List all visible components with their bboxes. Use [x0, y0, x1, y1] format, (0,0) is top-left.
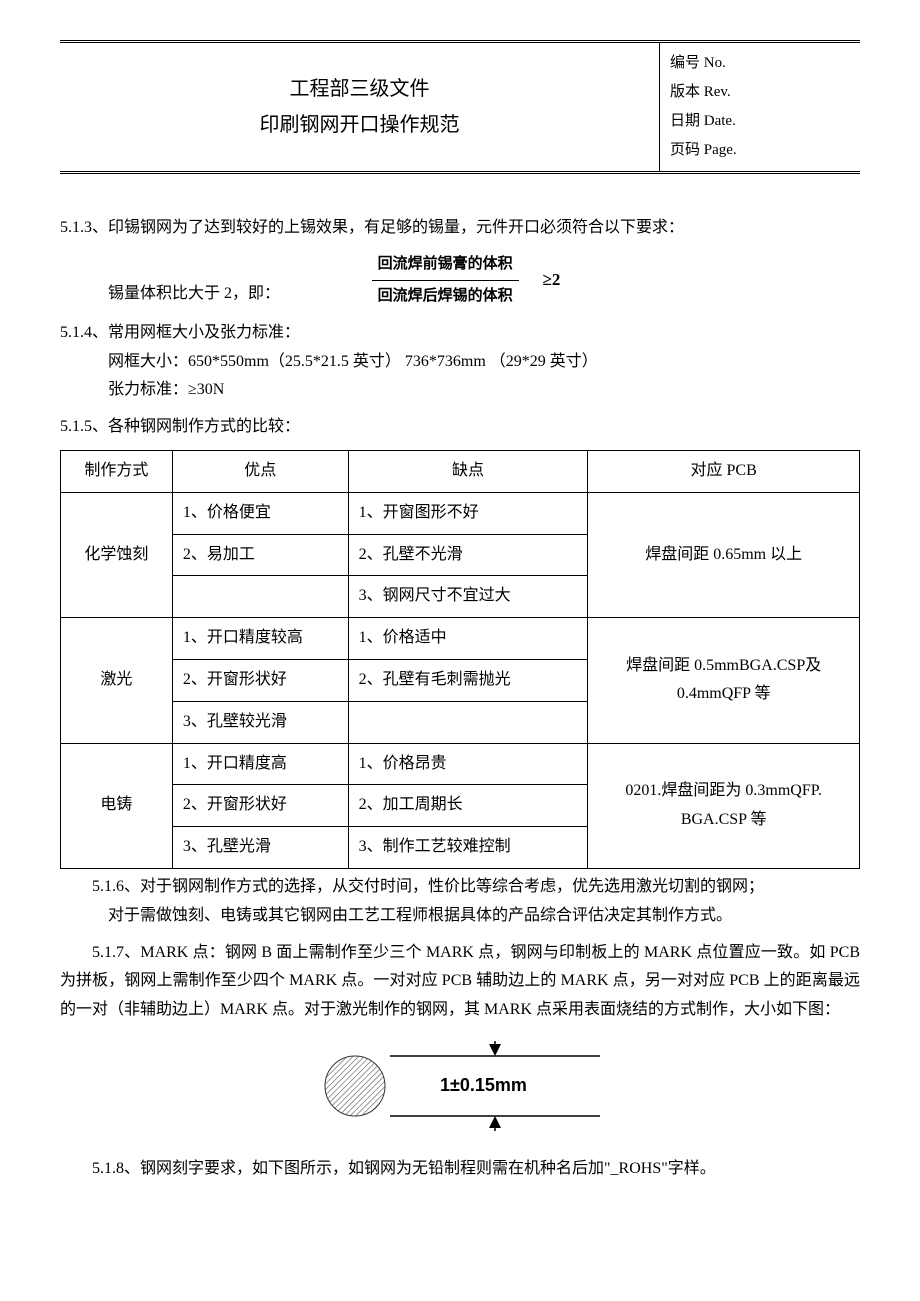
s516-line1: 5.1.6、对于钢网制作方式的选择，从交付时间，性价比等综合考虑，优先选用激光切… — [60, 873, 860, 902]
section-514: 5.1.4、常用网框大小及张力标准： 网框大小：650*550mm（25.5*2… — [60, 319, 860, 405]
fraction-denominator: 回流焊后焊锡的体积 — [372, 280, 519, 310]
header-title-line1: 工程部三级文件 — [60, 71, 659, 107]
section-516: 5.1.6、对于钢网制作方式的选择，从交付时间，性价比等综合考虑，优先选用激光切… — [60, 873, 860, 931]
cell-pcb: 焊盘间距 0.65mm 以上 — [588, 492, 860, 617]
section-517: 5.1.7、MARK 点：钢网 B 面上需制作至少三个 MARK 点，钢网与印制… — [60, 939, 860, 1025]
cell-pro: 2、开窗形状好 — [172, 785, 348, 827]
s518-text: 5.1.8、钢网刻字要求，如下图所示，如钢网为无铅制程则需在机种名后加"_ROH… — [60, 1155, 860, 1184]
s517-text: 5.1.7、MARK 点：钢网 B 面上需制作至少三个 MARK 点，钢网与印制… — [60, 939, 860, 1025]
cell-pro: 2、开窗形状好 — [172, 659, 348, 701]
s514-line2: 张力标准：≥30N — [60, 376, 860, 405]
cell-con: 3、钢网尺寸不宜过大 — [348, 576, 588, 618]
s514-text: 5.1.4、常用网框大小及张力标准： — [60, 319, 860, 348]
mark-circle-icon — [325, 1056, 385, 1116]
mark-point-diagram: 1±0.15mm — [60, 1041, 860, 1131]
header-no: 编号 No. — [670, 49, 850, 78]
s515-text: 5.1.5、各种钢网制作方式的比较： — [60, 413, 860, 442]
comparison-table: 制作方式 优点 缺点 对应 PCB 化学蚀刻 1、价格便宜 1、开窗图形不好 焊… — [60, 450, 860, 869]
cell-method: 激光 — [61, 618, 173, 743]
table-row: 电铸 1、开口精度高 1、价格昂贵 0201.焊盘间距为 0.3mmQFP. B… — [61, 743, 860, 785]
cell-pro: 2、易加工 — [172, 534, 348, 576]
th-method: 制作方式 — [61, 450, 173, 492]
ge-symbol: ≥2 — [543, 265, 561, 296]
s514-line1: 网框大小：650*550mm（25.5*21.5 英寸） 736*736mm （… — [60, 348, 860, 377]
arrow-down-icon — [489, 1044, 501, 1056]
cell-pcb: 焊盘间距 0.5mmBGA.CSP及 0.4mmQFP 等 — [588, 618, 860, 743]
header-date: 日期 Date. — [670, 107, 850, 136]
section-515: 5.1.5、各种钢网制作方式的比较： — [60, 413, 860, 442]
cell-pro: 3、孔壁光滑 — [172, 827, 348, 869]
header-title-block: 工程部三级文件 印刷钢网开口操作规范 — [60, 43, 660, 171]
table-row: 化学蚀刻 1、价格便宜 1、开窗图形不好 焊盘间距 0.65mm 以上 — [61, 492, 860, 534]
arrow-up-icon — [489, 1116, 501, 1128]
section-513: 5.1.3、印锡钢网为了达到较好的上锡效果，有足够的锡量，元件开口必须符合以下要… — [60, 214, 860, 311]
cell-method: 电铸 — [61, 743, 173, 868]
cell-pro — [172, 576, 348, 618]
cell-pcb: 0201.焊盘间距为 0.3mmQFP. BGA.CSP 等 — [588, 743, 860, 868]
cell-pro: 1、开口精度较高 — [172, 618, 348, 660]
cell-pro: 1、价格便宜 — [172, 492, 348, 534]
cell-con: 2、孔壁不光滑 — [348, 534, 588, 576]
th-pros: 优点 — [172, 450, 348, 492]
s516-line2: 对于需做蚀刻、电铸或其它钢网由工艺工程师根据具体的产品综合评估决定其制作方式。 — [60, 902, 860, 931]
table-header-row: 制作方式 优点 缺点 对应 PCB — [61, 450, 860, 492]
formula-lead: 锡量体积比大于 2，即： — [108, 280, 280, 309]
table-row: 激光 1、开口精度较高 1、价格适中 焊盘间距 0.5mmBGA.CSP及 0.… — [61, 618, 860, 660]
header-rev: 版本 Rev. — [670, 78, 850, 107]
cell-pro: 1、开口精度高 — [172, 743, 348, 785]
cell-con: 3、制作工艺较难控制 — [348, 827, 588, 869]
diagram-svg: 1±0.15mm — [300, 1041, 620, 1131]
cell-method: 化学蚀刻 — [61, 492, 173, 617]
document-header: 工程部三级文件 印刷钢网开口操作规范 编号 No. 版本 Rev. 日期 Dat… — [60, 40, 860, 174]
cell-pro: 3、孔壁较光滑 — [172, 701, 348, 743]
fraction-numerator: 回流焊前锡膏的体积 — [372, 251, 519, 280]
cell-con: 2、加工周期长 — [348, 785, 588, 827]
dim-label: 1±0.15mm — [440, 1075, 527, 1095]
cell-con: 1、价格昂贵 — [348, 743, 588, 785]
cell-con: 1、价格适中 — [348, 618, 588, 660]
header-title-line2: 印刷钢网开口操作规范 — [60, 107, 659, 143]
th-cons: 缺点 — [348, 450, 588, 492]
cell-con: 2、孔壁有毛刺需抛光 — [348, 659, 588, 701]
header-meta-block: 编号 No. 版本 Rev. 日期 Date. 页码 Page. — [660, 43, 860, 171]
header-page: 页码 Page. — [670, 136, 850, 165]
th-pcb: 对应 PCB — [588, 450, 860, 492]
cell-con — [348, 701, 588, 743]
cell-con: 1、开窗图形不好 — [348, 492, 588, 534]
s513-text: 5.1.3、印锡钢网为了达到较好的上锡效果，有足够的锡量，元件开口必须符合以下要… — [60, 214, 860, 243]
section-518: 5.1.8、钢网刻字要求，如下图所示，如钢网为无铅制程则需在机种名后加"_ROH… — [60, 1155, 860, 1184]
fraction: 回流焊前锡膏的体积 回流焊后焊锡的体积 — [372, 251, 519, 310]
